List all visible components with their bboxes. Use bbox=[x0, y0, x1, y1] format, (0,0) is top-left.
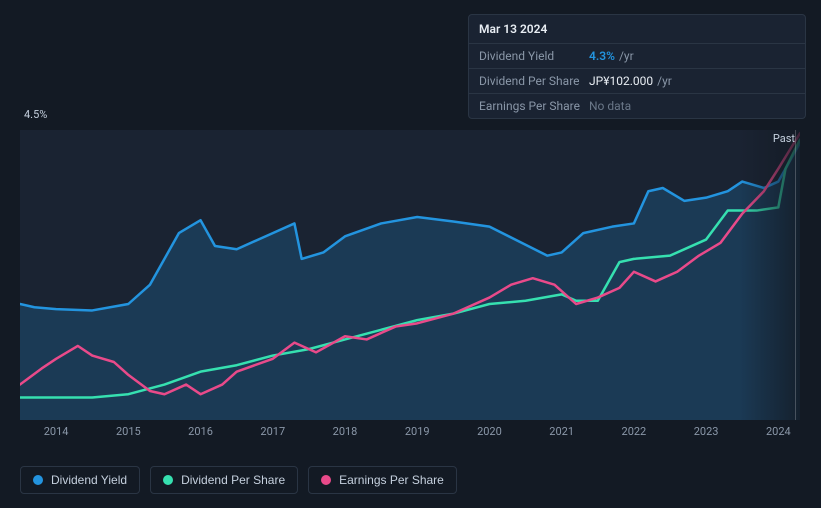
x-tick: 2019 bbox=[405, 425, 430, 438]
x-tick: 2024 bbox=[766, 425, 791, 438]
legend-earnings-per-share[interactable]: Earnings Per Share bbox=[308, 466, 457, 494]
tooltip-row-dps: Dividend Per Share JP¥102.000/yr bbox=[469, 69, 805, 94]
y-axis-max-label: 4.5% bbox=[24, 108, 47, 121]
x-tick: 2017 bbox=[260, 425, 285, 438]
x-tick: 2022 bbox=[622, 425, 647, 438]
tooltip-row-eps: Earnings Per Share No data bbox=[469, 94, 805, 118]
legend-dot-icon bbox=[321, 475, 331, 485]
chart-plot-area[interactable] bbox=[20, 130, 800, 420]
x-tick: 2020 bbox=[477, 425, 502, 438]
chart-tooltip: Mar 13 2024 Dividend Yield 4.3%/yr Divid… bbox=[468, 14, 806, 119]
legend-dividend-yield[interactable]: Dividend Yield bbox=[20, 466, 140, 494]
legend-dot-icon bbox=[163, 475, 173, 485]
tooltip-row-yield: Dividend Yield 4.3%/yr bbox=[469, 44, 805, 69]
past-label: Past bbox=[773, 132, 795, 145]
chart-cursor-line bbox=[795, 130, 796, 420]
tooltip-date: Mar 13 2024 bbox=[469, 15, 805, 44]
legend-dot-icon bbox=[33, 475, 43, 485]
x-tick: 2014 bbox=[44, 425, 69, 438]
x-axis: 2014 2015 2016 2017 2018 2019 2020 2021 2022 2023… bbox=[20, 425, 800, 445]
chart-legend: Dividend Yield Dividend Per Share Earnin… bbox=[20, 466, 457, 494]
x-tick: 2016 bbox=[188, 425, 213, 438]
x-tick: 2023 bbox=[694, 425, 719, 438]
x-tick: 2015 bbox=[116, 425, 141, 438]
x-tick: 2021 bbox=[549, 425, 574, 438]
x-tick: 2018 bbox=[333, 425, 358, 438]
legend-dividend-per-share[interactable]: Dividend Per Share bbox=[150, 466, 298, 494]
